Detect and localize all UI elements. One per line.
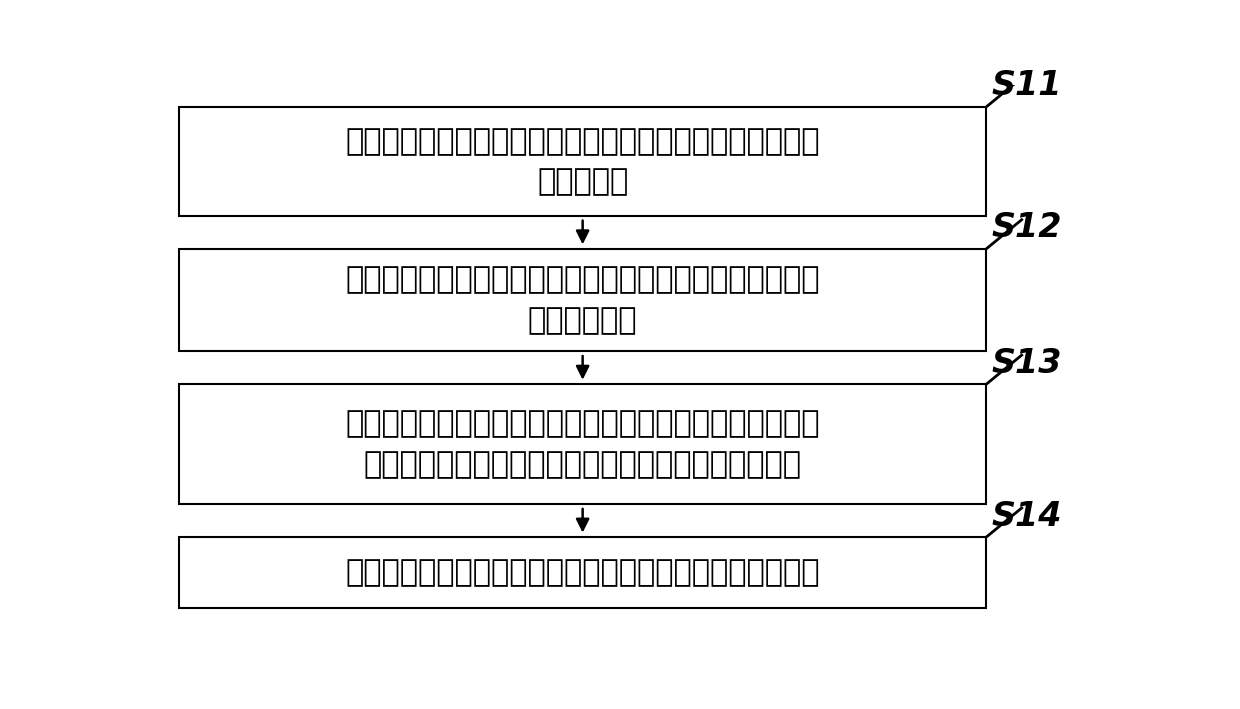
Bar bbox=[179, 249, 986, 352]
Bar bbox=[179, 384, 986, 504]
Text: 在待测时间点分别获取待测变压器内部绝缘油的红外图像和
可见光图像: 在待测时间点分别获取待测变压器内部绝缘油的红外图像和 可见光图像 bbox=[346, 127, 820, 196]
Bar bbox=[179, 107, 986, 216]
Text: S12: S12 bbox=[991, 211, 1061, 245]
Text: 对获取的红外图像和可见光图像进行图像融合，获得相应的
融合油位图像: 对获取的红外图像和可见光图像进行图像融合，获得相应的 融合油位图像 bbox=[346, 265, 820, 335]
Text: S13: S13 bbox=[991, 347, 1061, 380]
Text: S14: S14 bbox=[991, 500, 1061, 532]
Text: 根据获取的油位线来判断待测变压器内部绝缘油的油位状态: 根据获取的油位线来判断待测变压器内部绝缘油的油位状态 bbox=[346, 558, 820, 587]
Text: 对获取的融合油位图像进行二值化处理，并根据二值化处理
的融合油位图像来获取待测变压器内部绝缘油的油位线: 对获取的融合油位图像进行二值化处理，并根据二值化处理 的融合油位图像来获取待测变… bbox=[346, 410, 820, 479]
Bar bbox=[179, 537, 986, 608]
Text: S11: S11 bbox=[991, 69, 1061, 102]
